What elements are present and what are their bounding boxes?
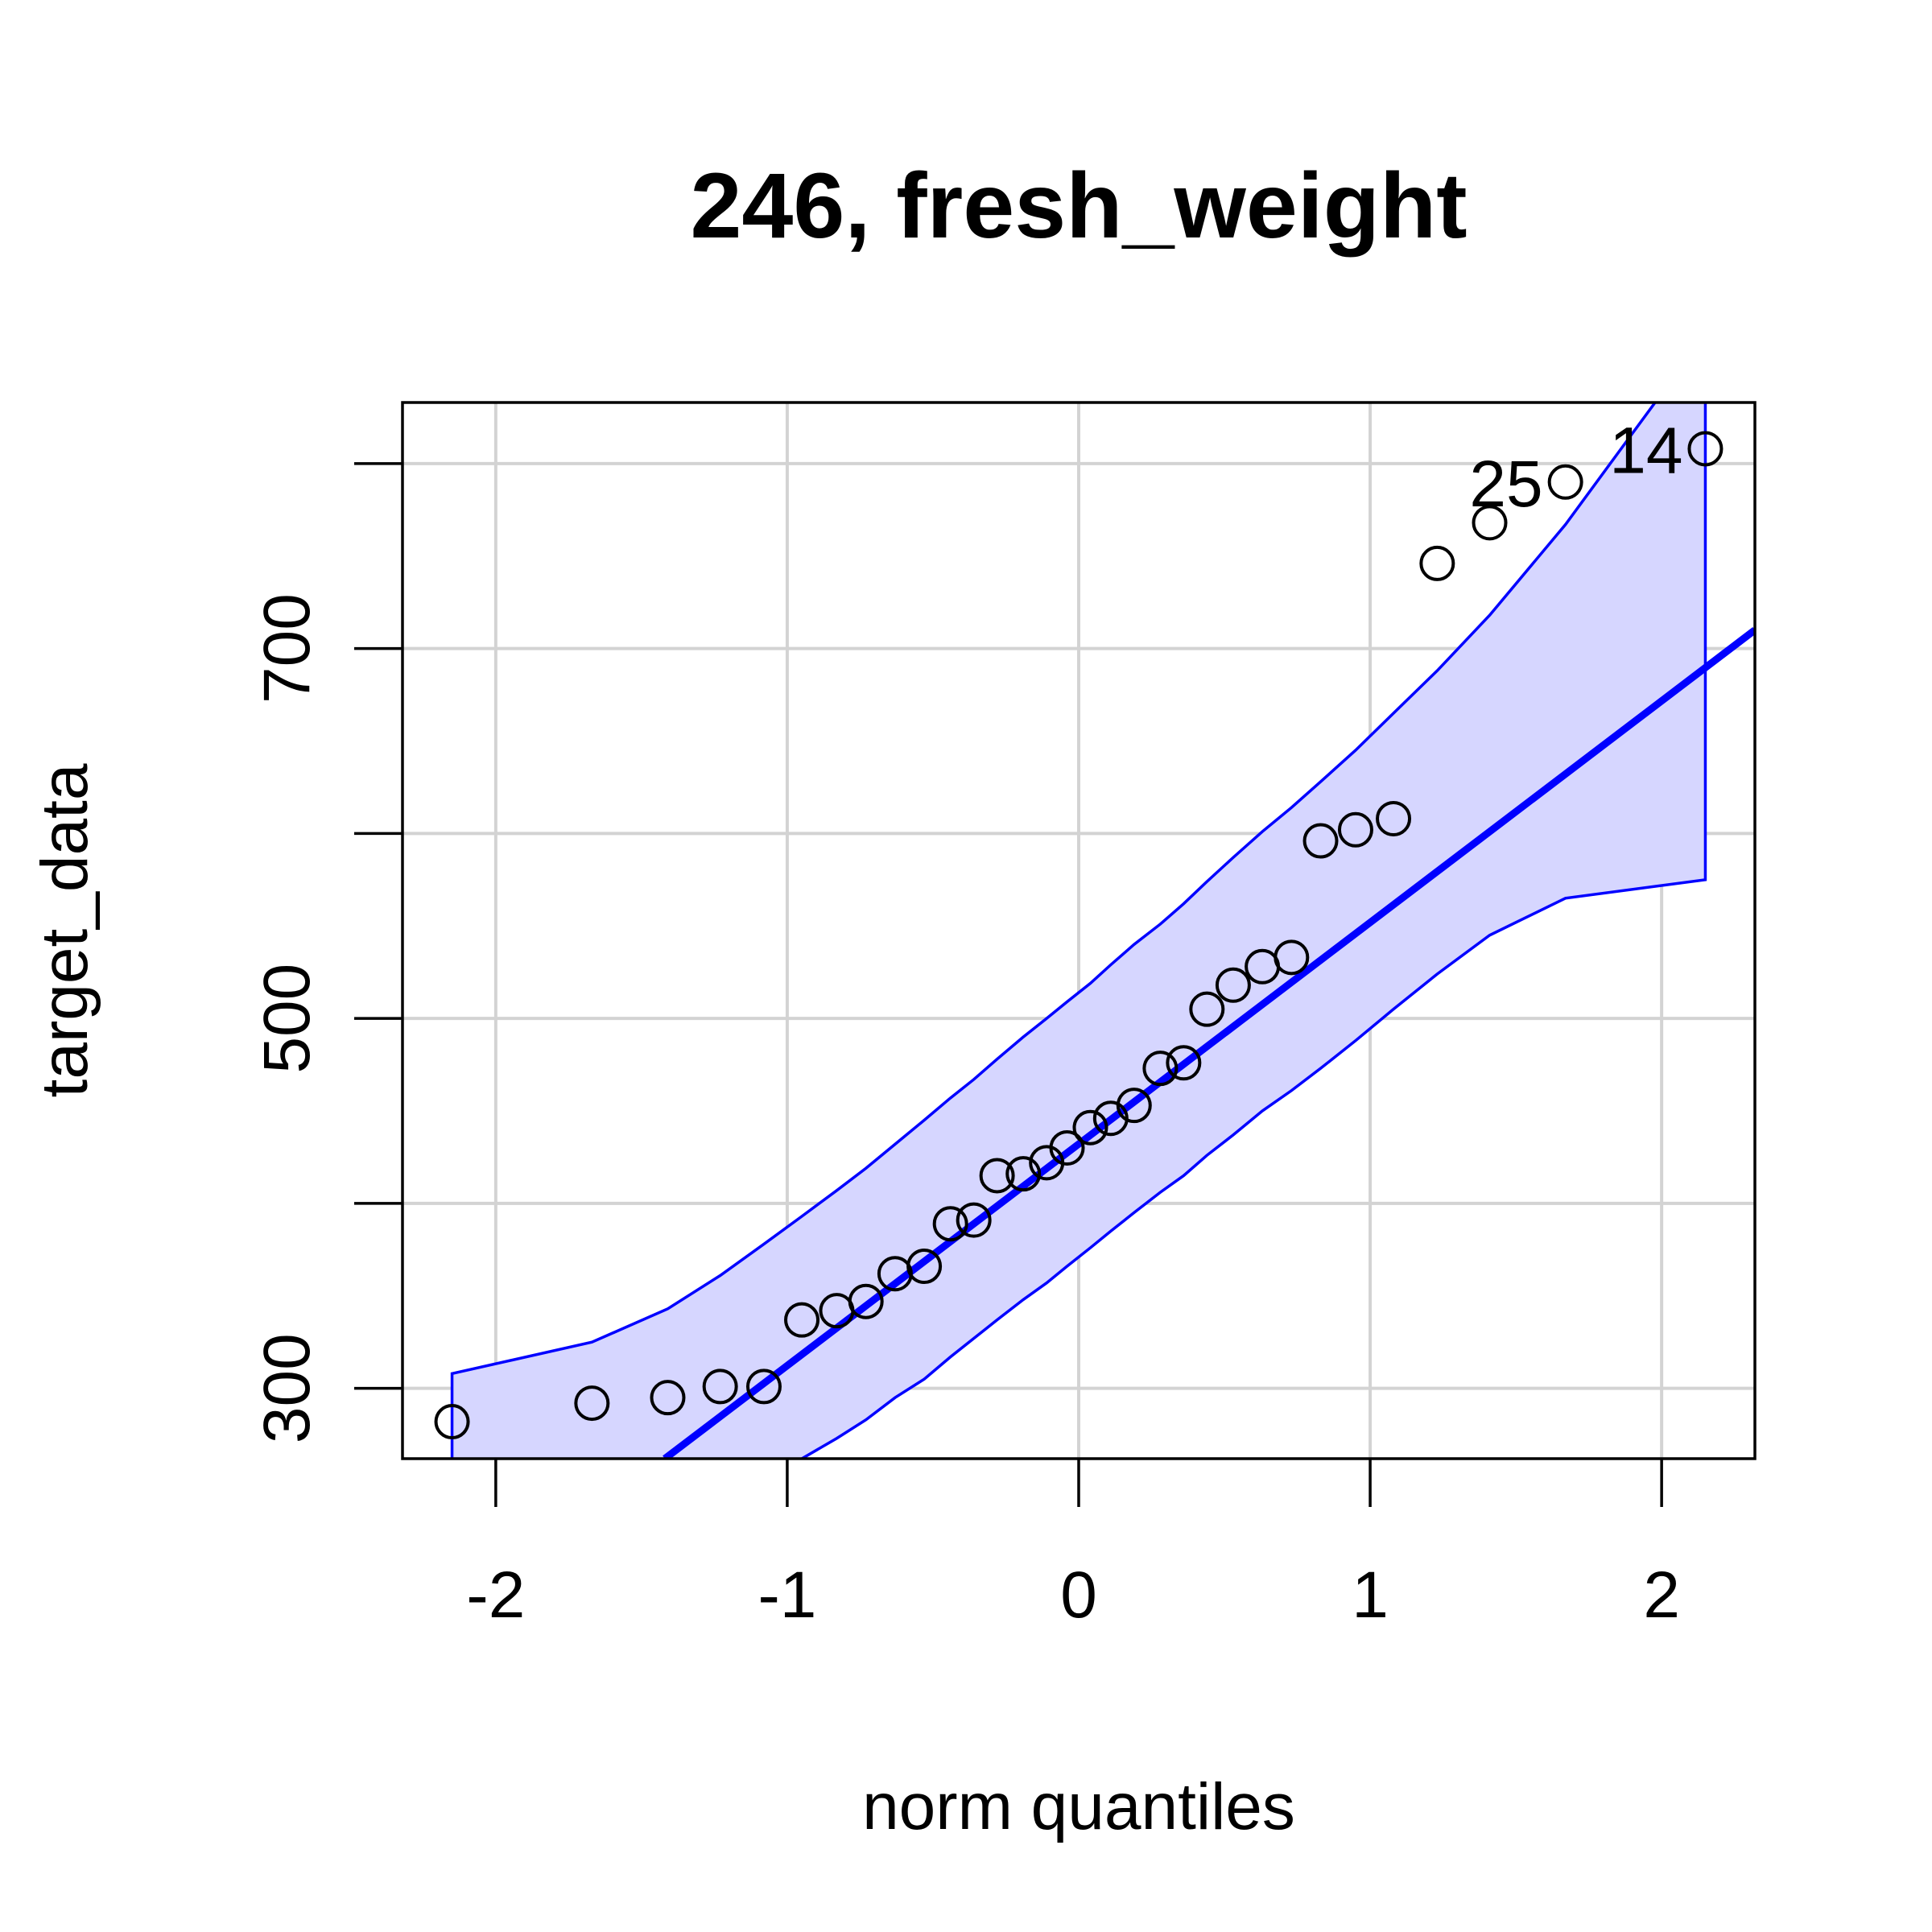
data-point-27 — [1376, 800, 1412, 836]
data-point-16 — [1072, 1109, 1108, 1146]
point-labels-group: 25 14 — [1469, 414, 1682, 520]
reference-line-group — [663, 627, 1755, 1459]
y-axis-label: target_data — [28, 763, 101, 1097]
x-axis: -2 -1 0 1 2 — [466, 1459, 1680, 1632]
data-point-31 — [1687, 431, 1724, 467]
data-point-1 — [574, 1385, 610, 1422]
data-point-11 — [956, 1202, 992, 1238]
data-point-5 — [784, 1302, 820, 1338]
reference-line — [663, 627, 1755, 1459]
data-point-19 — [1142, 1051, 1179, 1087]
data-point-21 — [1189, 991, 1225, 1027]
data-point-0 — [434, 1404, 470, 1440]
data-point-10 — [932, 1206, 968, 1242]
x-tick-label-4: 2 — [1643, 1558, 1680, 1632]
data-point-18 — [1116, 1088, 1152, 1124]
chart-title: 246, fresh_weight — [690, 155, 1467, 258]
x-tick-label-1: -1 — [758, 1558, 816, 1632]
data-point-3 — [702, 1368, 738, 1405]
points-group — [434, 431, 1724, 1440]
confidence-band-group — [450, 402, 1707, 1459]
confidence-band-fill — [452, 402, 1706, 1459]
data-point-30 — [1547, 464, 1583, 500]
y-axis: 300 500 700 — [250, 462, 402, 1443]
data-point-7 — [848, 1283, 884, 1319]
point-label-14: 14 — [1609, 414, 1682, 487]
x-tick-label-2: 0 — [1060, 1558, 1097, 1632]
x-tick-label-3: 1 — [1352, 1558, 1389, 1632]
data-point-29 — [1472, 505, 1508, 541]
confidence-band-edge — [450, 402, 1707, 1459]
data-point-22 — [1215, 967, 1251, 1003]
y-tick-label-2: 500 — [250, 964, 324, 1074]
data-point-9 — [906, 1249, 943, 1285]
data-point-12 — [979, 1158, 1015, 1194]
x-tick-label-0: -2 — [466, 1558, 525, 1632]
x-axis-label: norm quantiles — [862, 1770, 1295, 1843]
y-tick-label-0: 300 — [250, 1333, 324, 1443]
data-point-15 — [1049, 1129, 1085, 1166]
y-tick-label-4: 700 — [250, 593, 324, 704]
data-point-2 — [650, 1380, 686, 1416]
data-point-26 — [1337, 811, 1373, 848]
data-point-24 — [1274, 939, 1310, 976]
data-point-4 — [745, 1368, 782, 1405]
data-point-20 — [1166, 1045, 1202, 1081]
data-point-13 — [1005, 1156, 1042, 1192]
data-point-25 — [1302, 823, 1339, 859]
data-point-28 — [1419, 545, 1455, 581]
point-label-25: 25 — [1469, 448, 1542, 521]
